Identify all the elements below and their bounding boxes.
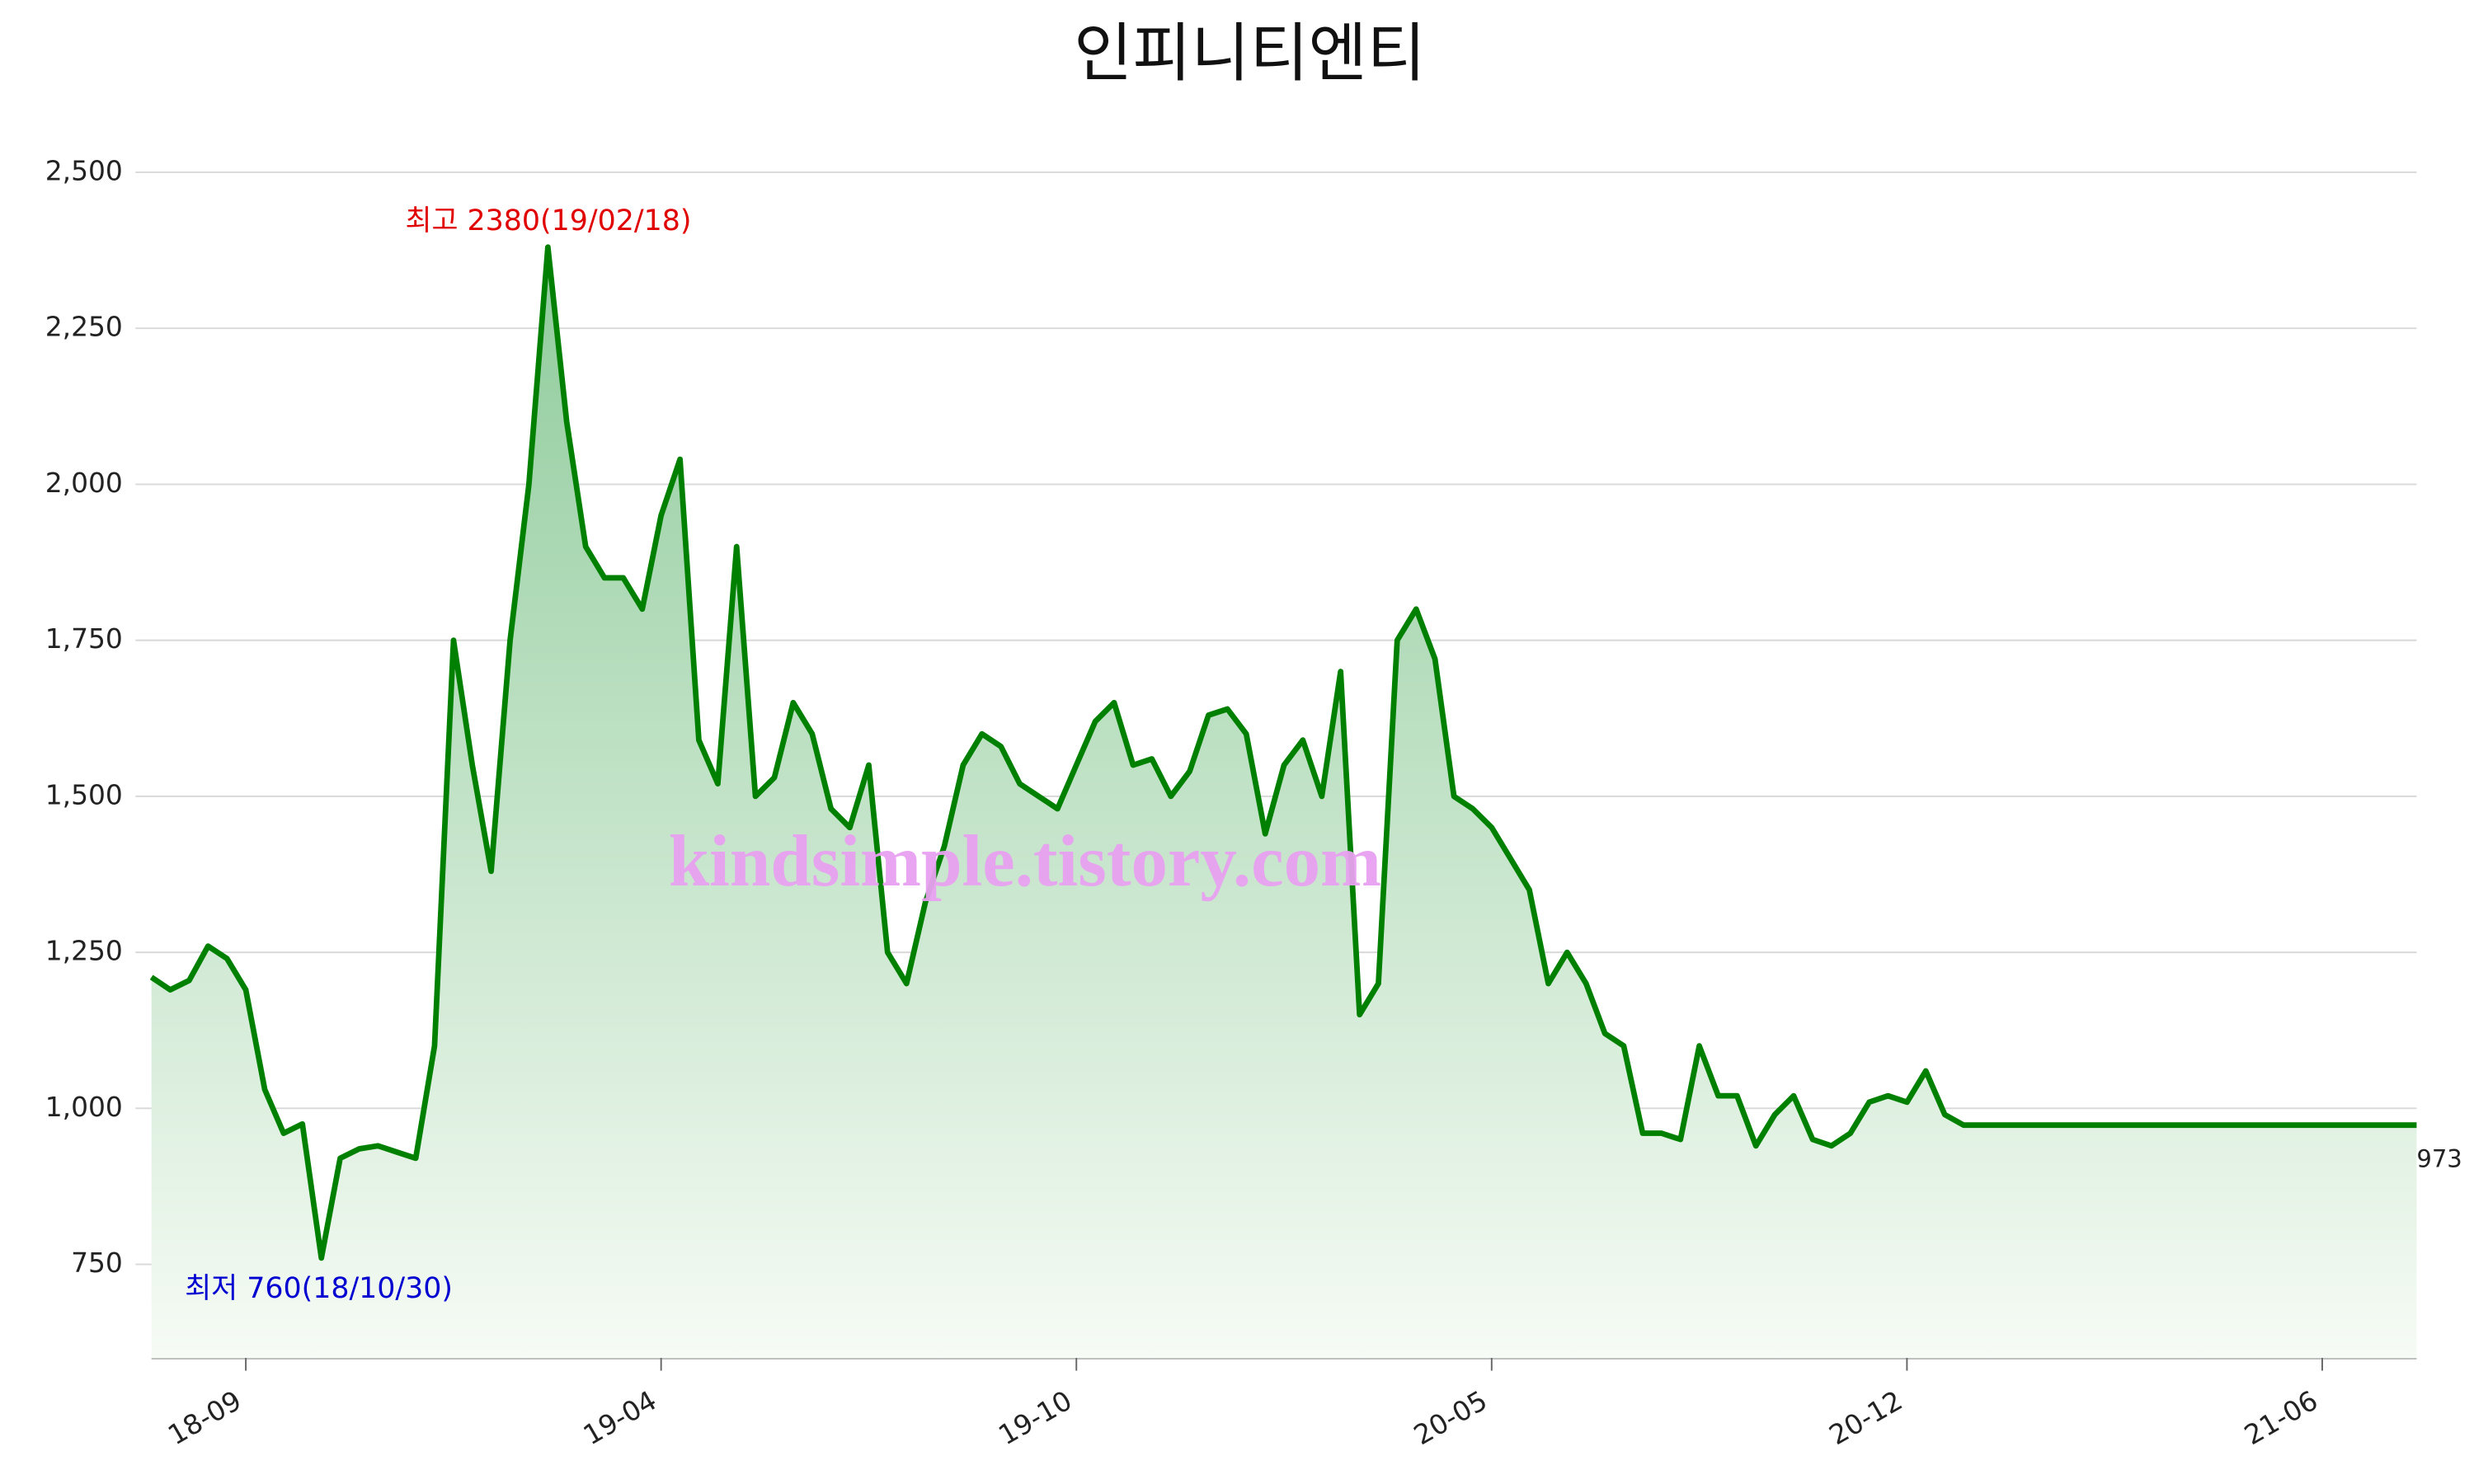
y-tick-label: 750 — [71, 1247, 123, 1279]
plot — [149, 244, 2417, 1359]
y-tick-label: 1,500 — [45, 778, 123, 810]
last-value-label: 973 — [2416, 1144, 2462, 1172]
x-tick-label: 19-04 — [577, 1384, 661, 1452]
chart-title: 인피니티엔티 — [1074, 16, 1426, 91]
x-tick-label: 20-12 — [1823, 1384, 1907, 1452]
watermark: kindsimple.tistory.com — [669, 821, 1381, 902]
y-tick-label: 2,500 — [45, 154, 123, 186]
y-tick-label: 2,250 — [45, 311, 123, 343]
x-tick-label: 21-06 — [2239, 1384, 2323, 1452]
price-line — [149, 244, 2417, 1261]
y-tick-label: 1,250 — [45, 935, 123, 967]
y-tick-label: 1,750 — [45, 622, 123, 655]
min-annotation: 최저 760(18/10/30) — [185, 1272, 453, 1305]
y-tick-label: 1,000 — [45, 1091, 123, 1123]
x-tick-label: 19-10 — [993, 1384, 1077, 1452]
x-tick-label: 20-05 — [1409, 1384, 1493, 1452]
x-tick-label: 18-09 — [162, 1384, 247, 1452]
area — [151, 247, 2417, 1359]
max-annotation: 최고 2380(19/02/18) — [405, 204, 691, 237]
y-tick-label: 2,000 — [45, 467, 123, 499]
